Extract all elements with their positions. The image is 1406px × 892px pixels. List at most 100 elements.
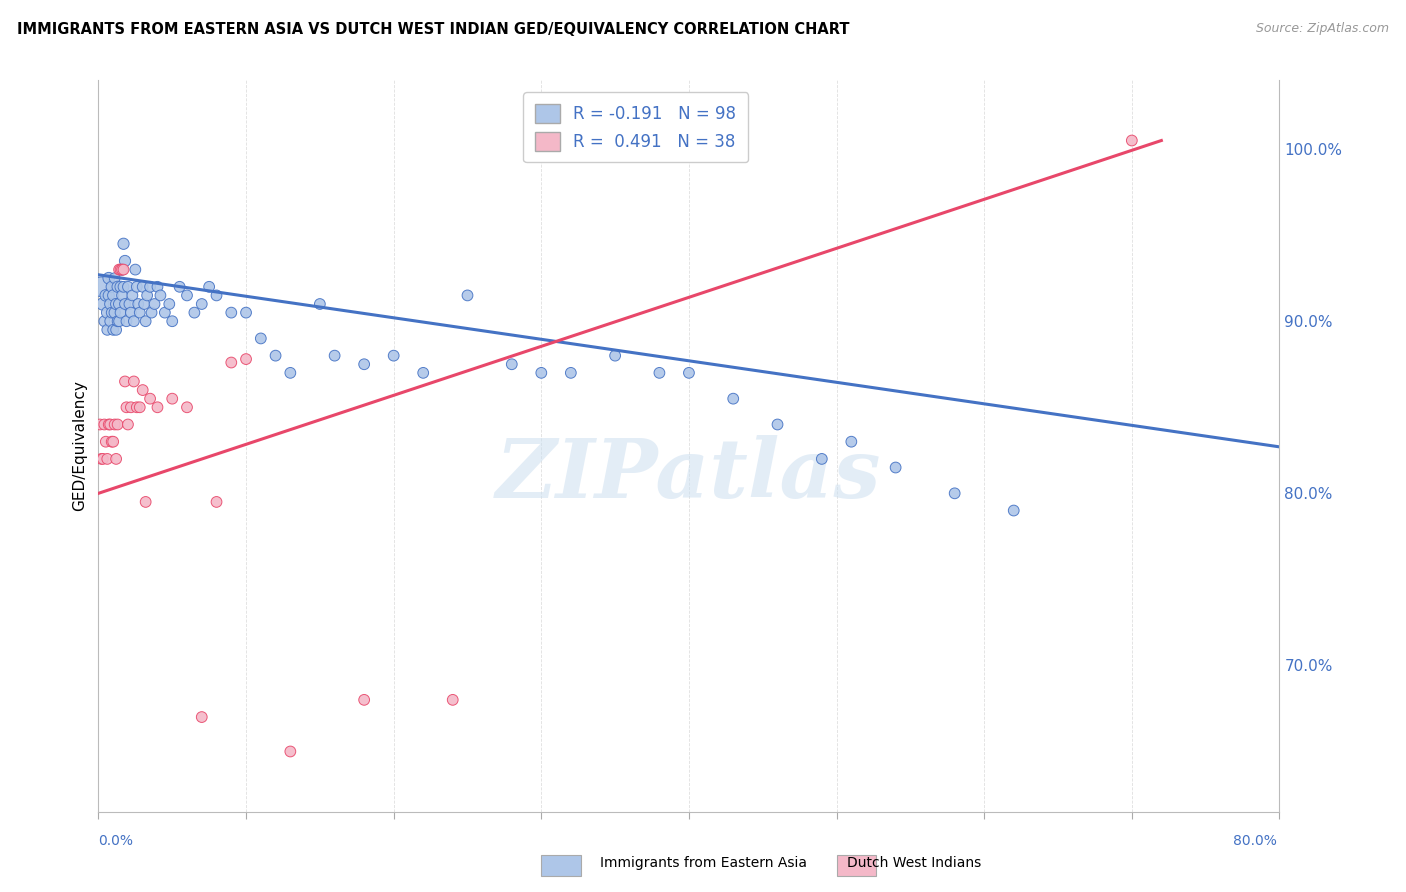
Point	[110, 305, 132, 319]
Text: 80.0%: 80.0%	[1233, 834, 1277, 848]
Point	[176, 288, 198, 302]
Point	[111, 262, 134, 277]
Point	[139, 280, 162, 294]
Point	[191, 297, 214, 311]
Point	[143, 297, 166, 311]
Point	[146, 401, 169, 415]
Point	[205, 288, 228, 302]
Point	[115, 314, 138, 328]
Point	[100, 434, 122, 449]
Point	[114, 375, 136, 389]
Point	[96, 451, 118, 466]
Point	[114, 297, 136, 311]
Point	[183, 305, 205, 319]
Point	[96, 305, 118, 319]
Point	[97, 271, 120, 285]
Point	[162, 392, 183, 406]
Point	[141, 305, 163, 319]
Point	[120, 401, 142, 415]
Point	[169, 280, 191, 294]
Point	[309, 297, 332, 311]
Point	[127, 297, 149, 311]
Point	[94, 434, 117, 449]
Point	[107, 280, 129, 294]
Y-axis label: GED/Equivalency: GED/Equivalency	[72, 381, 87, 511]
Point	[149, 288, 172, 302]
Point	[157, 297, 180, 311]
Point	[353, 693, 375, 707]
Text: ZIPatlas: ZIPatlas	[496, 435, 882, 516]
Point	[135, 314, 157, 328]
Point	[98, 417, 121, 432]
Point	[104, 305, 127, 319]
Point	[353, 357, 375, 371]
Point	[124, 262, 146, 277]
Point	[146, 280, 169, 294]
Point	[112, 280, 135, 294]
Point	[115, 401, 138, 415]
Point	[103, 434, 125, 449]
Text: 0.0%: 0.0%	[98, 834, 134, 848]
Point	[108, 314, 131, 328]
Point	[264, 349, 287, 363]
Point	[117, 280, 139, 294]
Point	[841, 434, 863, 449]
Point	[121, 288, 143, 302]
Point	[93, 314, 115, 328]
Text: Source: ZipAtlas.com: Source: ZipAtlas.com	[1256, 22, 1389, 36]
Point	[96, 323, 118, 337]
Point	[943, 486, 966, 500]
Point	[110, 262, 132, 277]
Point	[605, 349, 627, 363]
Point	[100, 280, 122, 294]
Point	[122, 375, 145, 389]
Point	[125, 401, 148, 415]
Point	[107, 314, 129, 328]
Point	[89, 417, 111, 432]
Point	[97, 288, 120, 302]
Point	[884, 460, 907, 475]
Point	[112, 236, 135, 251]
Point	[90, 280, 112, 294]
Point	[648, 366, 671, 380]
Point	[91, 451, 114, 466]
Point	[412, 366, 434, 380]
Point	[382, 349, 405, 363]
Point	[111, 288, 134, 302]
Point	[280, 744, 302, 758]
Point	[530, 366, 553, 380]
Point	[104, 417, 127, 432]
Point	[90, 451, 112, 466]
Point	[132, 383, 155, 397]
Point	[103, 288, 125, 302]
Point	[93, 417, 115, 432]
Point	[280, 366, 302, 380]
Point	[125, 280, 148, 294]
Point	[221, 355, 243, 369]
Point	[91, 297, 114, 311]
Point	[235, 352, 257, 367]
Point	[457, 288, 479, 302]
Point	[100, 305, 122, 319]
Point	[108, 297, 131, 311]
Point	[1121, 134, 1143, 148]
Point	[111, 262, 134, 277]
Point	[441, 693, 464, 707]
Point	[98, 297, 121, 311]
Point	[103, 323, 125, 337]
Point	[110, 280, 132, 294]
Point	[235, 305, 257, 319]
Point	[128, 305, 150, 319]
Point	[205, 495, 228, 509]
Point	[114, 254, 136, 268]
Point	[723, 392, 745, 406]
Point	[135, 495, 157, 509]
Point	[250, 331, 273, 345]
Point	[104, 271, 127, 285]
Point	[766, 417, 789, 432]
Point	[132, 280, 155, 294]
Point	[136, 288, 159, 302]
Point	[107, 417, 129, 432]
Point	[128, 401, 150, 415]
Point	[176, 401, 198, 415]
